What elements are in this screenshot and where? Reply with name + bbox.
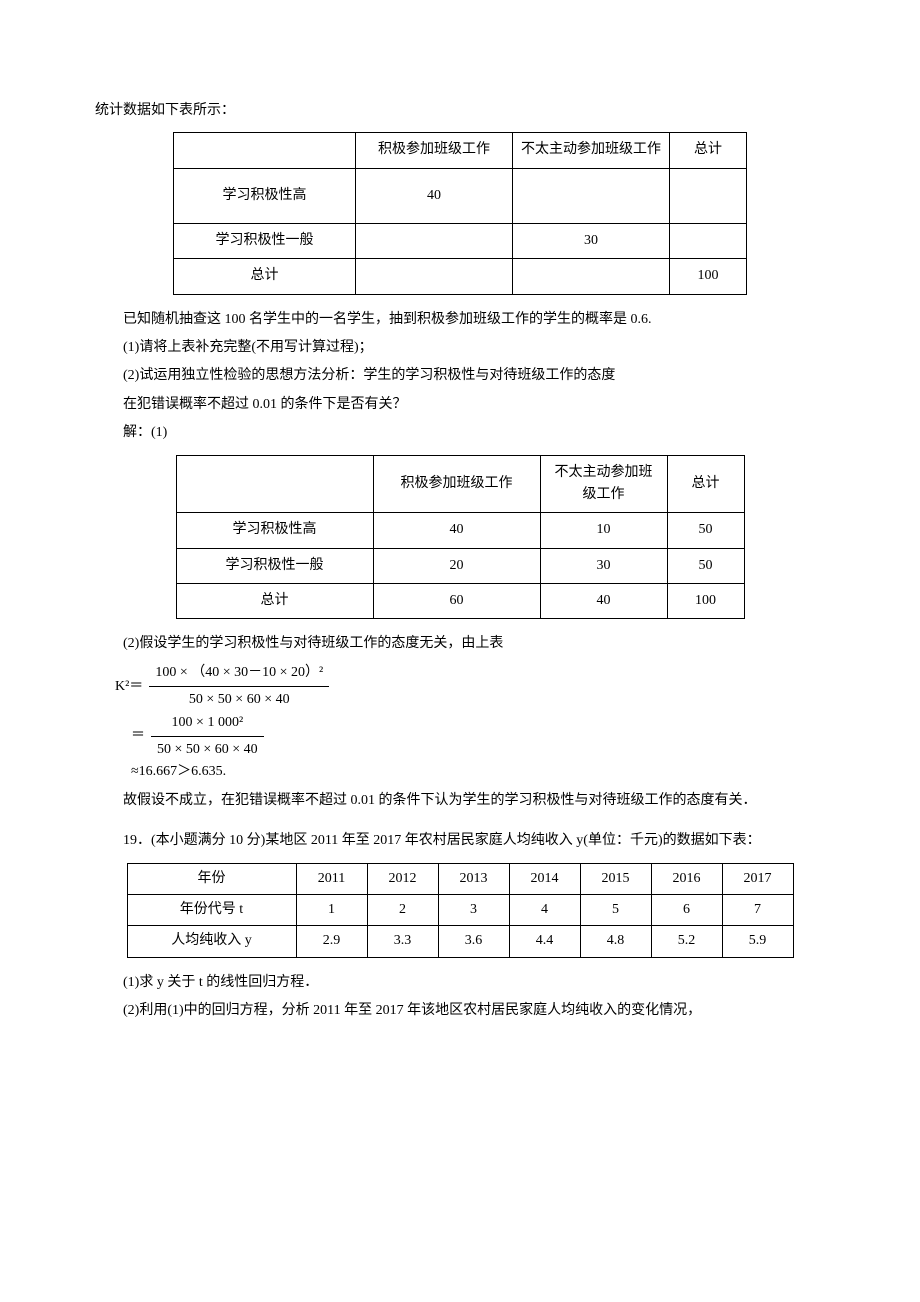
k-squared-formula: K²＝ 100 × （40 × 30－10 × 20）² 50 × 50 × 6… bbox=[95, 662, 825, 784]
cell: 4.4 bbox=[509, 926, 580, 957]
table-row: 总计 100 bbox=[174, 259, 747, 294]
q19-sub2: (2)利用(1)中的回归方程，分析 2011 年至 2017 年该地区农村居民家… bbox=[95, 1000, 825, 1022]
cell: 10 bbox=[540, 513, 667, 548]
cell-label: 年份代号 t bbox=[180, 902, 243, 917]
th-inactive: 不太主动参加班级工作 bbox=[540, 455, 667, 513]
fraction: 100 × 1 000² 50 × 50 × 60 × 40 bbox=[151, 712, 264, 762]
th-total: 总计 bbox=[667, 455, 744, 513]
th-inactive: 不太主动参加班级工作 bbox=[513, 133, 670, 168]
cell: 20 bbox=[373, 548, 540, 583]
table-years: 年份 2011 2012 2013 2014 2015 2016 2017 年份… bbox=[127, 863, 794, 958]
solution-label: 解：(1) bbox=[95, 422, 825, 444]
question-2-line1: (2)试运用独立性检验的思想方法分析：学生的学习积极性与对待班级工作的态度 bbox=[95, 365, 825, 387]
known-condition: 已知随机抽查这 100 名学生中的一名学生，抽到积极参加班级工作的学生的概率是 … bbox=[95, 309, 825, 331]
cell: 2 bbox=[367, 894, 438, 925]
table-row: 年份代号 t 1 2 3 4 5 6 7 bbox=[127, 894, 793, 925]
cell-label: 人均纯收入 y bbox=[171, 933, 252, 948]
page: 统计数据如下表所示： 积极参加班级工作 不太主动参加班级工作 总计 学习积极性高… bbox=[0, 0, 920, 1302]
th-active: 积极参加班级工作 bbox=[356, 133, 513, 168]
question-2-line2: 在犯错误概率不超过 0.01 的条件下是否有关？ bbox=[95, 394, 825, 416]
cell: 学习积极性高 bbox=[174, 168, 356, 223]
intro-line: 统计数据如下表所示： bbox=[95, 100, 825, 122]
cell: 年份代号 t bbox=[127, 894, 296, 925]
cell: 40 bbox=[356, 168, 513, 223]
table-row: 人均纯收入 y 2.9 3.3 3.6 4.4 4.8 5.2 5.9 bbox=[127, 926, 793, 957]
cell: 2013 bbox=[438, 863, 509, 894]
cell: 3 bbox=[438, 894, 509, 925]
cell bbox=[356, 259, 513, 294]
cell bbox=[670, 168, 747, 223]
cell: 60 bbox=[373, 584, 540, 619]
cell: 5.9 bbox=[722, 926, 793, 957]
th-blank bbox=[174, 133, 356, 168]
cell: 30 bbox=[540, 548, 667, 583]
eq-equals: ＝ bbox=[131, 725, 145, 747]
cell: 2015 bbox=[580, 863, 651, 894]
table-row: 学习积极性一般 30 bbox=[174, 223, 747, 258]
q19-sub1: (1)求 y 关于 t 的线性回归方程． bbox=[95, 972, 825, 994]
cell: 总计 bbox=[174, 259, 356, 294]
numerator: 100 × 1 000² bbox=[151, 712, 264, 737]
q19-intro: 19．(本小题满分 10 分)某地区 2011 年至 2017 年农村居民家庭人… bbox=[95, 830, 825, 852]
th-blank bbox=[176, 455, 373, 513]
cell: 5 bbox=[580, 894, 651, 925]
cell bbox=[513, 168, 670, 223]
cell: 2016 bbox=[651, 863, 722, 894]
table-row: 学习积极性一般 20 30 50 bbox=[176, 548, 744, 583]
cell: 4 bbox=[509, 894, 580, 925]
cell: 100 bbox=[670, 259, 747, 294]
formula-line-1: K²＝ 100 × （40 × 30－10 × 20）² 50 × 50 × 6… bbox=[115, 662, 825, 712]
question-1: (1)请将上表补充完整(不用写计算过程)； bbox=[95, 337, 825, 359]
table-row: 总计 60 40 100 bbox=[176, 584, 744, 619]
cell: 总计 bbox=[176, 584, 373, 619]
cell: 50 bbox=[667, 513, 744, 548]
cell: 4.8 bbox=[580, 926, 651, 957]
cell: 2017 bbox=[722, 863, 793, 894]
cell: 6 bbox=[651, 894, 722, 925]
cell bbox=[513, 259, 670, 294]
formula-line-2: ＝ 100 × 1 000² 50 × 50 × 60 × 40 bbox=[131, 712, 825, 762]
cell: 2014 bbox=[509, 863, 580, 894]
th-active: 积极参加班级工作 bbox=[373, 455, 540, 513]
cell: 7 bbox=[722, 894, 793, 925]
table-incomplete: 积极参加班级工作 不太主动参加班级工作 总计 学习积极性高 40 学习积极性一般… bbox=[173, 132, 747, 294]
cell: 2.9 bbox=[296, 926, 367, 957]
fraction: 100 × （40 × 30－10 × 20）² 50 × 50 × 60 × … bbox=[149, 662, 329, 712]
cell: 2011 bbox=[296, 863, 367, 894]
conclusion: 故假设不成立，在犯错误概率不超过 0.01 的条件下认为学生的学习积极性与对待班… bbox=[95, 790, 825, 812]
cell: 学习积极性一般 bbox=[176, 548, 373, 583]
cell: 40 bbox=[540, 584, 667, 619]
cell: 3.3 bbox=[367, 926, 438, 957]
cell: 学习积极性高 bbox=[176, 513, 373, 548]
cell: 50 bbox=[667, 548, 744, 583]
cell: 年份 bbox=[127, 863, 296, 894]
cell: 5.2 bbox=[651, 926, 722, 957]
cell: 3.6 bbox=[438, 926, 509, 957]
cell bbox=[356, 223, 513, 258]
cell: 100 bbox=[667, 584, 744, 619]
eq-lhs: K²＝ bbox=[115, 676, 143, 698]
solution-2-intro: (2)假设学生的学习积极性与对待班级工作的态度无关，由上表 bbox=[95, 633, 825, 655]
cell: 30 bbox=[513, 223, 670, 258]
cell: 40 bbox=[373, 513, 540, 548]
numerator: 100 × （40 × 30－10 × 20）² bbox=[149, 662, 329, 687]
denominator: 50 × 50 × 60 × 40 bbox=[151, 737, 264, 761]
cell: 人均纯收入 y bbox=[127, 926, 296, 957]
table-row: 积极参加班级工作 不太主动参加班级工作 总计 bbox=[174, 133, 747, 168]
table-row: 学习积极性高 40 bbox=[174, 168, 747, 223]
table-completed: 积极参加班级工作 不太主动参加班级工作 总计 学习积极性高 40 10 50 学… bbox=[176, 455, 745, 620]
table-row: 积极参加班级工作 不太主动参加班级工作 总计 bbox=[176, 455, 744, 513]
th-total: 总计 bbox=[670, 133, 747, 168]
cell: 2012 bbox=[367, 863, 438, 894]
cell bbox=[670, 223, 747, 258]
cell: 学习积极性一般 bbox=[174, 223, 356, 258]
denominator: 50 × 50 × 60 × 40 bbox=[149, 687, 329, 711]
formula-approx: ≈16.667＞6.635. bbox=[131, 761, 825, 783]
cell: 1 bbox=[296, 894, 367, 925]
table-row: 学习积极性高 40 10 50 bbox=[176, 513, 744, 548]
table-row: 年份 2011 2012 2013 2014 2015 2016 2017 bbox=[127, 863, 793, 894]
